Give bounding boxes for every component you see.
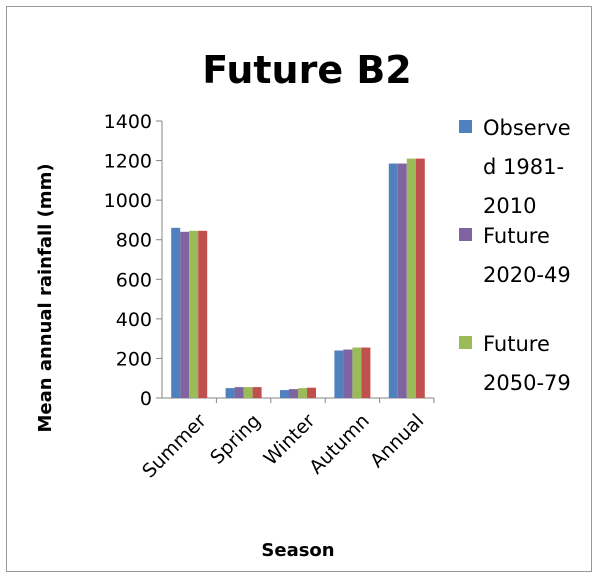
legend-label: Observe xyxy=(483,116,571,140)
legend-swatch xyxy=(459,336,472,349)
bar-autumn-series-1 xyxy=(334,350,344,398)
bar-annual-series-1 xyxy=(388,163,398,398)
y-axis-title: Mean annual rainfall (mm) xyxy=(35,163,56,432)
bar-annual-series-2 xyxy=(397,163,407,398)
y-tick-label: 1200 xyxy=(104,151,152,173)
x-axis-title: Season xyxy=(261,540,334,561)
chart-title: Future B2 xyxy=(202,48,411,92)
bar-winter-series-1 xyxy=(280,390,289,398)
legend-label: 2020-49 xyxy=(483,263,571,287)
bar-autumn-series-4 xyxy=(361,347,371,398)
x-tick-label: Spring xyxy=(206,410,265,469)
legend-label: Future xyxy=(483,332,550,356)
bar-annual-series-3 xyxy=(406,158,416,398)
legend-swatch xyxy=(459,228,472,241)
bar-summer-series-1 xyxy=(171,227,181,398)
bar-winter-series-3 xyxy=(298,388,307,398)
bar-autumn-series-3 xyxy=(352,347,362,398)
y-tick-label: 1400 xyxy=(104,111,152,133)
y-tick-label: 1000 xyxy=(104,190,152,212)
bar-summer-series-2 xyxy=(180,231,190,398)
bar-annual-series-4 xyxy=(415,158,425,398)
legend-label: 2010 xyxy=(483,194,536,218)
legend-swatch xyxy=(459,120,472,133)
bar-spring-series-4 xyxy=(252,387,262,398)
bar-spring-series-1 xyxy=(225,388,235,398)
x-tick-label: Autumn xyxy=(305,410,374,479)
chart-frame xyxy=(6,6,592,572)
x-tick-label: Summer xyxy=(138,410,211,483)
bar-summer-series-3 xyxy=(189,230,199,398)
y-tick-label: 800 xyxy=(116,230,152,252)
bar-winter-series-2 xyxy=(289,389,298,398)
legend-label: Future xyxy=(483,224,550,248)
legend-label: 2050-79 xyxy=(483,371,571,395)
bar-summer-series-4 xyxy=(198,230,208,398)
y-tick-label: 200 xyxy=(116,348,152,370)
bar-spring-series-3 xyxy=(243,387,253,398)
y-tick-label: 400 xyxy=(116,309,152,331)
y-tick-label: 0 xyxy=(140,388,152,410)
legend-label: d 1981- xyxy=(483,155,564,179)
bar-autumn-series-2 xyxy=(343,349,353,398)
bar-winter-series-4 xyxy=(307,387,316,398)
x-tick-label: Annual xyxy=(366,410,428,472)
bar-spring-series-2 xyxy=(234,387,244,398)
y-tick-label: 600 xyxy=(116,269,152,291)
